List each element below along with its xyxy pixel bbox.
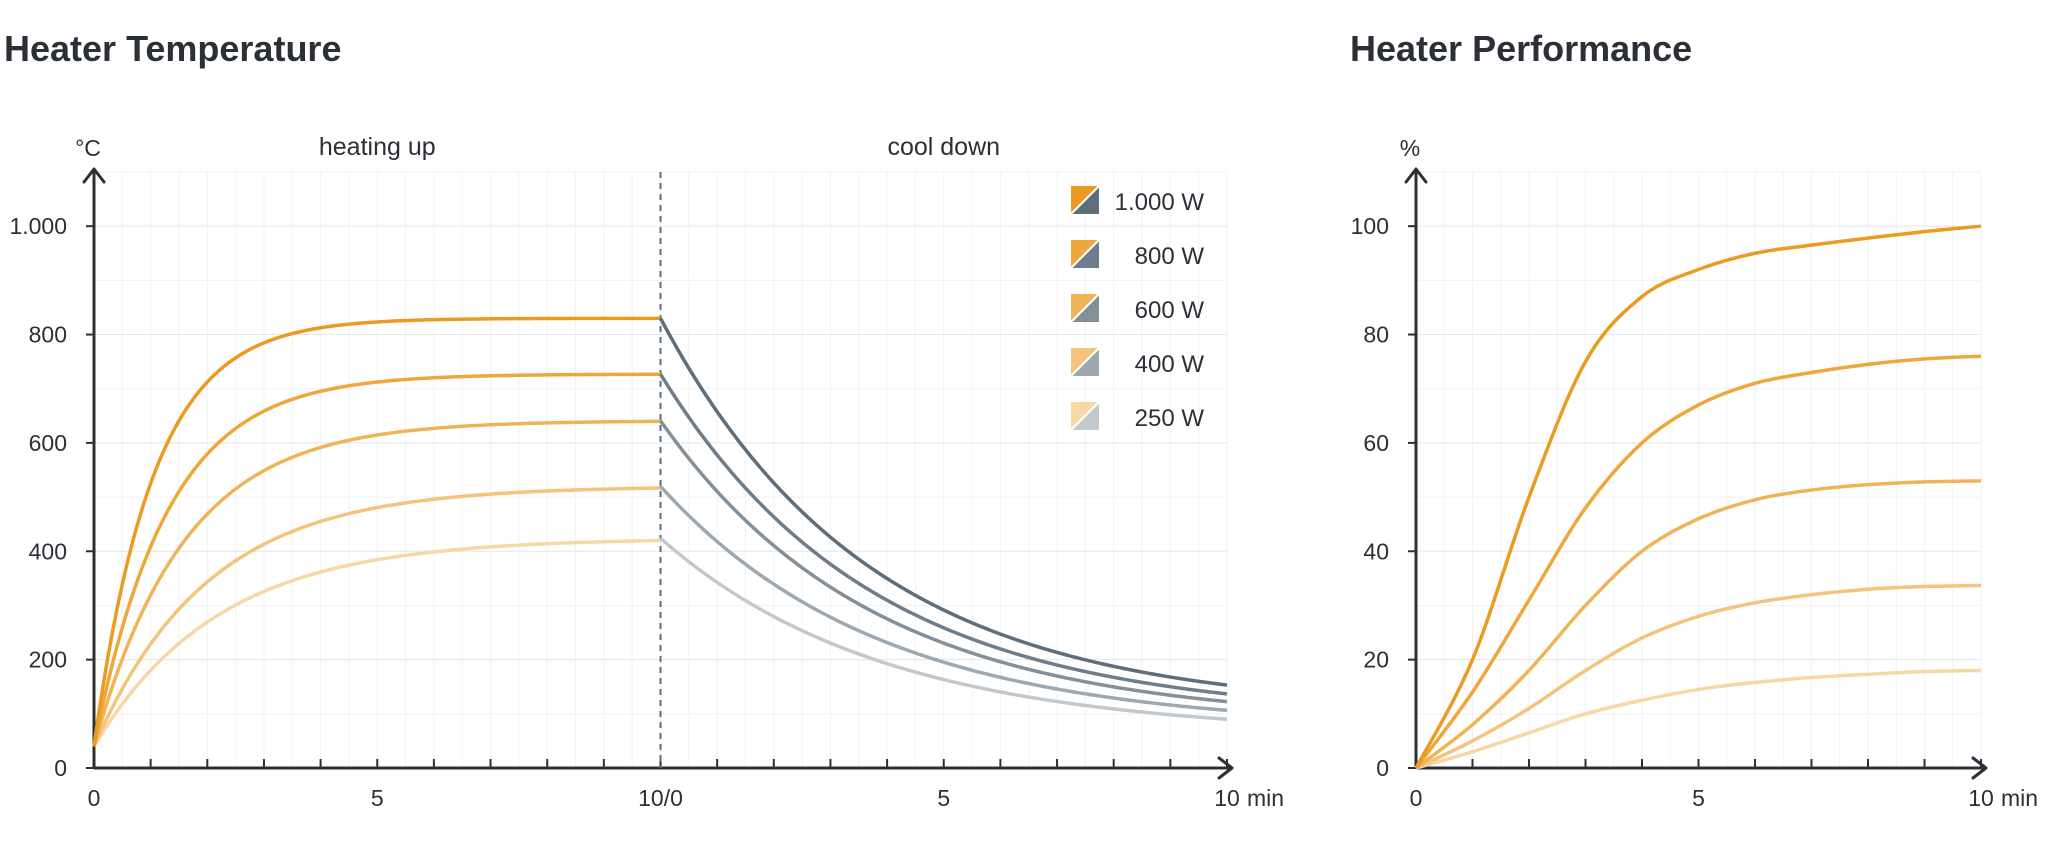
- y-tick-label: 100: [1351, 213, 1389, 239]
- performance-line-800w: [1414, 354, 1982, 770]
- x-axis-unit: min: [2001, 785, 2038, 811]
- cooling-line-600w: [659, 419, 1228, 704]
- y-axis-arrow: [82, 167, 106, 184]
- legend-label: 600 W: [1135, 297, 1205, 324]
- y-tick-label: 800: [29, 322, 67, 348]
- y-axis-arrow: [1404, 167, 1428, 184]
- x-axis-arrow: [1971, 756, 1988, 780]
- legend-swatch-divider: [1070, 239, 1100, 269]
- cooling-line-400w: [659, 485, 1228, 713]
- cooling-line-250w: [659, 536, 1228, 721]
- x-axis-unit: min: [1247, 785, 1284, 811]
- x-tick-label: 10: [1968, 785, 1994, 811]
- chart-title-performance: Heater Performance: [1350, 28, 1693, 69]
- y-tick-label: 1.000: [9, 213, 67, 239]
- performance-line-1000w: [1414, 224, 1982, 769]
- legend-swatch-divider: [1070, 401, 1100, 431]
- cooling-line-800w: [659, 373, 1228, 696]
- y-tick-label: 600: [29, 430, 67, 456]
- heating-line-400w: [92, 486, 661, 748]
- legend-swatch-divider: [1070, 347, 1100, 377]
- legend-label: 1.000 W: [1115, 189, 1205, 216]
- y-tick-label: 60: [1363, 430, 1389, 456]
- chart-title-temperature: Heater Temperature: [4, 28, 342, 69]
- y-tick-label: 400: [29, 538, 67, 564]
- legend-label: 800 W: [1135, 243, 1205, 270]
- y-tick-label: 200: [29, 647, 67, 673]
- legend-label: 400 W: [1135, 351, 1205, 378]
- section-label-heating: heating up: [319, 133, 436, 161]
- performance-line-400w: [1415, 583, 1982, 770]
- performance-line-250w: [1415, 668, 1982, 770]
- heating-line-800w: [92, 372, 661, 747]
- heating-line-1000w: [92, 316, 661, 747]
- y-tick-label: 40: [1363, 538, 1389, 564]
- performance-line-600w: [1414, 479, 1982, 770]
- legend-swatch-divider: [1070, 293, 1100, 323]
- y-axis-unit: °C: [75, 135, 101, 161]
- x-tick-label: 5: [1692, 785, 1705, 811]
- heating-line-600w: [92, 419, 661, 747]
- x-tick-label: 5: [371, 785, 384, 811]
- y-tick-label: 20: [1363, 647, 1389, 673]
- legend-swatch-divider: [1070, 185, 1100, 215]
- x-tick-label: 10: [1214, 785, 1240, 811]
- legend-label: 250 W: [1135, 405, 1205, 432]
- x-axis-arrow: [1217, 756, 1234, 780]
- section-label-cooldown: cool down: [887, 133, 1000, 161]
- cooling-line-1000w: [658, 317, 1228, 687]
- y-tick-label: 0: [54, 755, 67, 781]
- y-tick-label: 80: [1363, 322, 1389, 348]
- x-tick-label: 0: [88, 785, 101, 811]
- heating-line-250w: [92, 538, 661, 748]
- x-tick-label: 0: [1410, 785, 1423, 811]
- x-tick-label: 10/0: [638, 785, 683, 811]
- y-tick-label: 0: [1376, 755, 1389, 781]
- x-tick-label: 5: [937, 785, 950, 811]
- y-axis-unit: %: [1400, 135, 1420, 161]
